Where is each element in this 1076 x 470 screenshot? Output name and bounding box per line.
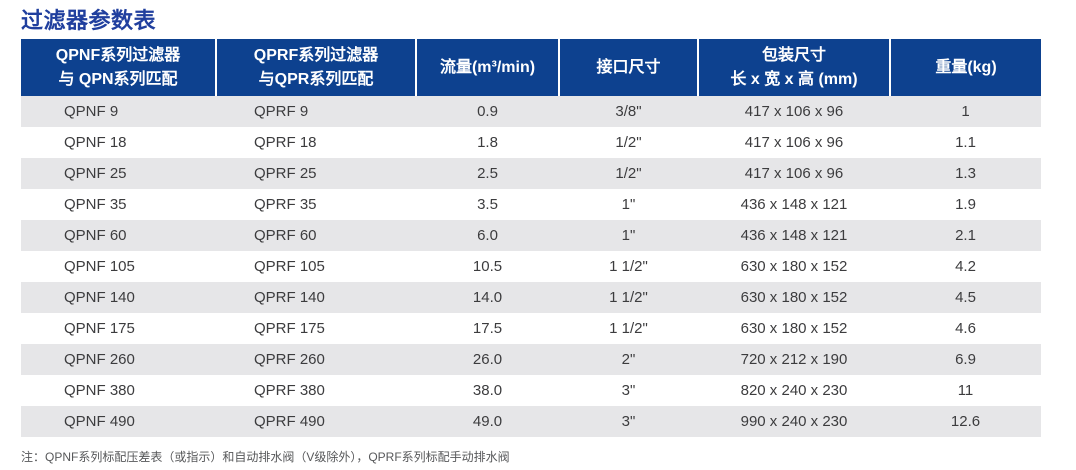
table-cell: 1" [621, 227, 636, 244]
table-cell: 1.8 [477, 134, 498, 151]
table-cell: 2" [621, 351, 636, 368]
header-cell-flow-rate: 流量(m³/min) [415, 39, 559, 96]
table-cell: 820 x 240 x 230 [740, 382, 848, 399]
table-cell: 630 x 180 x 152 [740, 289, 848, 306]
header-cell-port-size: 接口尺寸 [558, 39, 698, 96]
table-cell: 417 x 106 x 96 [744, 134, 844, 151]
table-cell: 6.0 [477, 227, 498, 244]
table-cell: 1 1/2" [609, 320, 648, 337]
table-cell: 436 x 148 x 121 [740, 227, 848, 244]
page: 过滤器参数表 QPNF系列过滤器 与 QPN系列匹配 QPRF系列过滤器 与QP… [21, 8, 1041, 464]
table-row: QPNF 260 QPRF 260 26.0 2" 720 x 212 x 190 6.9 [21, 344, 1041, 375]
table-cell: QPRF 25 [254, 165, 317, 182]
table-cell: QPNF 35 [64, 196, 127, 213]
table-cell: 436 x 148 x 121 [740, 196, 848, 213]
table-cell: 14.0 [472, 289, 503, 306]
table-cell: QPNF 60 [64, 227, 127, 244]
table-cell: 4.2 [955, 258, 976, 275]
table-cell: 26.0 [472, 351, 503, 368]
table-cell: 630 x 180 x 152 [740, 258, 848, 275]
table-cell: QPRF 9 [254, 103, 309, 120]
filter-parameters-table: QPNF系列过滤器 与 QPN系列匹配 QPRF系列过滤器 与QPR系列匹配 流… [21, 39, 1041, 437]
table-cell: QPNF 490 [64, 413, 135, 430]
table-cell: QPNF 25 [64, 165, 127, 182]
table-cell: 3/8" [615, 103, 642, 120]
table-body: QPNF 9 QPRF 9 0.9 3/8" 417 x 106 x 96 1 QPNF 1… [21, 96, 1041, 437]
table-cell: 1 [961, 103, 970, 120]
table-cell: 6.9 [955, 351, 976, 368]
table-cell: 12.6 [950, 413, 981, 430]
table-cell: 38.0 [472, 382, 503, 399]
table-cell: 1.9 [955, 196, 976, 213]
table-row: QPNF 105 QPRF 105 10.5 1 1/2" 630 x 180 x 15… [21, 251, 1041, 282]
table-cell: 990 x 240 x 230 [740, 413, 848, 430]
table-cell: 2.5 [477, 165, 498, 182]
table-cell: 49.0 [472, 413, 503, 430]
table-header: QPNF系列过滤器 与 QPN系列匹配 QPRF系列过滤器 与QPR系列匹配 流… [21, 39, 1041, 96]
table-cell: 1" [621, 196, 636, 213]
footnote: 注：QPNF系列标配压差表（或指示）和自动排水阀（V级除外），QPRF系列标配手… [21, 450, 510, 464]
table-row: QPNF 60 QPRF 60 6.0 1" 436 x 148 x 121 2.1 [21, 220, 1041, 251]
table-cell: 11 [957, 382, 974, 399]
table-cell: QPNF 175 [64, 320, 135, 337]
table-row: QPNF 380 QPRF 380 38.0 3" 820 x 240 x 230 11 [21, 375, 1041, 406]
table-cell: 1.1 [955, 134, 976, 151]
table-cell: 1 1/2" [609, 289, 648, 306]
table-cell: 417 x 106 x 96 [744, 165, 844, 182]
table-row: QPNF 140 QPRF 140 14.0 1 1/2" 630 x 180 x 15… [21, 282, 1041, 313]
table-cell: 10.5 [472, 258, 503, 275]
header-cell-qpnf-series: QPNF系列过滤器 与 QPN系列匹配 [21, 39, 216, 96]
table-header-row: QPNF系列过滤器 与 QPN系列匹配 QPRF系列过滤器 与QPR系列匹配 流… [21, 39, 1041, 96]
table-cell: 1 1/2" [609, 258, 648, 275]
table-cell: 3" [621, 413, 636, 430]
table-cell: 1/2" [615, 165, 642, 182]
table-row: QPNF 490 QPRF 490 49.0 3" 990 x 240 x 230 12.… [21, 406, 1041, 437]
table-cell: 0.9 [477, 103, 498, 120]
table-cell: 3.5 [477, 196, 498, 213]
table-cell: 2.1 [955, 227, 976, 244]
table-cell: 4.5 [955, 289, 976, 306]
page-title: 过滤器参数表 [21, 8, 157, 33]
table-cell: 720 x 212 x 190 [740, 351, 848, 368]
table-cell: 417 x 106 x 96 [744, 103, 844, 120]
table-cell: QPRF 260 [254, 351, 325, 368]
table-row: QPNF 175 QPRF 175 17.5 1 1/2" 630 x 180 x 15… [21, 313, 1041, 344]
table-cell: QPNF 105 [64, 258, 135, 275]
table-cell: QPRF 175 [254, 320, 325, 337]
header-cell-weight: 重量(kg) [889, 39, 1041, 96]
table-cell: QPRF 380 [254, 382, 325, 399]
table-cell: QPNF 260 [64, 351, 135, 368]
table-cell: 1.3 [955, 165, 976, 182]
table-cell: 17.5 [472, 320, 503, 337]
table-cell: 1/2" [615, 134, 642, 151]
table-row: QPNF 9 QPRF 9 0.9 3/8" 417 x 106 x 96 1 [21, 96, 1041, 127]
table-cell: QPRF 490 [254, 413, 325, 430]
table-cell: 3" [621, 382, 636, 399]
table-cell: QPRF 105 [254, 258, 325, 275]
table-cell: QPNF 9 [64, 103, 119, 120]
table-cell: 4.6 [955, 320, 976, 337]
table-cell: QPRF 18 [254, 134, 317, 151]
table-cell: QPNF 140 [64, 289, 135, 306]
table-cell: QPRF 35 [254, 196, 317, 213]
table-cell: QPRF 60 [254, 227, 317, 244]
table-cell: QPNF 380 [64, 382, 135, 399]
header-cell-qprf-series: QPRF系列过滤器 与QPR系列匹配 [215, 39, 416, 96]
table-row: QPNF 18 QPRF 18 1.8 1/2" 417 x 106 x 96 1.1 [21, 127, 1041, 158]
header-cell-package-size: 包装尺寸 长 x 宽 x 高 (mm) [697, 39, 890, 96]
table-row: QPNF 25 QPRF 25 2.5 1/2" 417 x 106 x 96 1.3 [21, 158, 1041, 189]
table-cell: QPNF 18 [64, 134, 127, 151]
table-row: QPNF 35 QPRF 35 3.5 1" 436 x 148 x 121 1.9 [21, 189, 1041, 220]
table-cell: QPRF 140 [254, 289, 325, 306]
table-cell: 630 x 180 x 152 [740, 320, 848, 337]
